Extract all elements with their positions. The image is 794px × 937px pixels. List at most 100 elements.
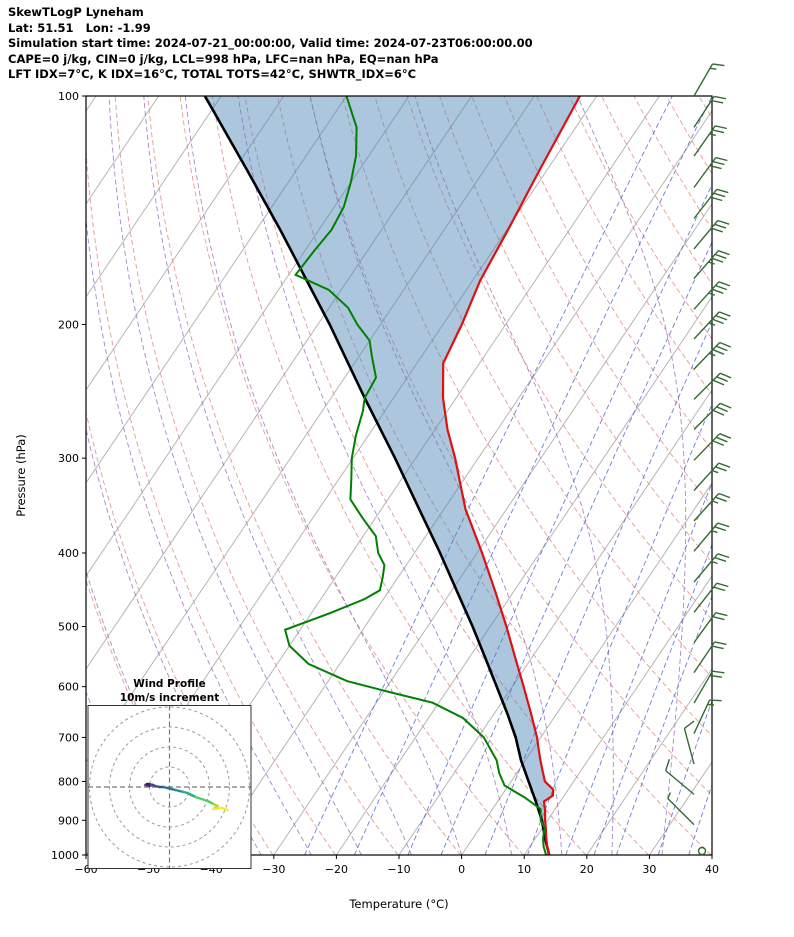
dry-adiabat-line	[666, 96, 712, 175]
parcel-trace	[203, 96, 551, 855]
wind-barb-icon	[665, 758, 695, 795]
barb-tick	[714, 526, 727, 532]
pressure-tick-label: 400	[58, 547, 79, 560]
barb-tick	[715, 284, 727, 291]
pressure-tick-label: 800	[58, 775, 79, 788]
header-latlon: Lat: 51.51 Lon: -1.99	[8, 20, 151, 35]
barb-tick	[683, 720, 695, 729]
calm-wind-icon	[697, 846, 707, 856]
barb-tick	[712, 129, 725, 134]
mixing-ratio-line	[526, 402, 712, 855]
wind-barb-icon	[693, 372, 732, 400]
barb-staff	[693, 250, 719, 280]
moist-adiabat-line	[108, 96, 362, 855]
barb-staff	[693, 612, 717, 644]
temperature-tick-label: 40	[705, 863, 719, 876]
isotherm-line	[711, 854, 712, 855]
barb-tick	[715, 496, 727, 502]
barb-staff	[693, 462, 720, 491]
barb-tick	[714, 641, 727, 646]
wind-barb-icon	[693, 188, 729, 219]
barb-tick	[711, 227, 724, 233]
barb-staff	[665, 770, 695, 795]
isotherm-line	[398, 389, 712, 855]
wind-barb-icon	[693, 641, 727, 673]
barb-tick	[711, 529, 718, 534]
dry-adiabat-line	[503, 96, 712, 451]
barb-staff	[693, 372, 721, 400]
barb-staff	[693, 699, 711, 734]
barb-staff	[693, 402, 721, 430]
barb-tick	[718, 492, 731, 499]
dry-adiabat-line	[147, 96, 462, 855]
hodograph-trace-segment	[220, 806, 229, 812]
isotherm-line	[335, 295, 712, 855]
pressure-tick-label: 500	[58, 621, 79, 634]
barb-tick	[712, 349, 725, 355]
dry-adiabat-line	[341, 96, 712, 737]
hodograph-title: Wind Profile	[133, 678, 205, 690]
barb-tick	[712, 160, 725, 166]
y-axis-label: Pressure (hPa)	[14, 434, 28, 517]
barb-tick	[719, 402, 732, 409]
isotherm-line	[86, 96, 347, 484]
mixing-ratio-line	[353, 96, 712, 855]
wind-barb-icon	[693, 402, 732, 430]
barb-tick	[715, 156, 728, 162]
barb-tick	[718, 311, 731, 317]
wind-barb-icon	[693, 125, 728, 157]
hodograph-ring	[89, 706, 250, 868]
wind-barb-icon	[693, 553, 730, 583]
wind-barb-icon	[693, 462, 731, 491]
mixing-ratio-line	[688, 783, 712, 855]
barb-staff	[693, 553, 719, 583]
header-times: Simulation start time: 2024-07-21_00:00:…	[8, 36, 533, 50]
pressure-tick-label: 100	[58, 90, 79, 103]
barb-tick	[719, 341, 732, 348]
barb-tick	[712, 670, 725, 674]
moist-adiabat-line	[577, 96, 687, 855]
barb-tick	[712, 409, 725, 416]
wind-barb-icon	[693, 699, 722, 734]
moist-adiabat-line	[143, 96, 412, 855]
barb-tick	[718, 281, 731, 287]
isotherm-line	[586, 668, 712, 855]
barb-tick	[712, 318, 724, 325]
barb-tick	[714, 223, 727, 229]
pressure-tick-label: 600	[58, 681, 79, 694]
profiles	[203, 96, 581, 855]
barb-staff	[683, 728, 695, 765]
background-grid	[86, 96, 712, 855]
isotherm-line	[523, 575, 712, 855]
temperature-trace	[441, 96, 581, 855]
barb-tick	[712, 616, 725, 621]
barb-tick	[711, 257, 724, 263]
barb-tick	[710, 196, 723, 202]
dry-adiabat-line	[698, 96, 712, 119]
pressure-tick-label: 300	[58, 452, 79, 465]
barb-tick	[715, 436, 728, 443]
barb-tick	[712, 379, 725, 386]
wind-barb-icon	[693, 492, 731, 522]
barb-tick	[714, 253, 727, 259]
dry-adiabat-line	[244, 96, 649, 855]
dry-adiabat-line	[86, 410, 274, 855]
barb-tick	[665, 758, 671, 771]
barb-tick	[715, 466, 727, 472]
barb-tick	[711, 645, 724, 650]
mixing-ratio-line	[407, 183, 712, 855]
barb-staff	[693, 670, 714, 704]
mixing-ratio-line	[304, 96, 673, 855]
barb-tick	[711, 560, 718, 565]
isotherm-line	[86, 96, 285, 391]
header-indices-1: CAPE=0 j/kg, CIN=0 j/kg, LCL=998 hPa, LF…	[8, 51, 439, 66]
barb-tick	[719, 433, 732, 439]
hodograph-frame	[87, 705, 252, 869]
barb-tick	[709, 165, 722, 170]
barb-tick	[709, 67, 717, 70]
barb-tick	[713, 586, 726, 592]
barb-staff	[693, 582, 718, 613]
dewpoint-trace	[283, 96, 548, 855]
isotherm-line	[210, 109, 712, 855]
temperature-tick-label: −20	[325, 863, 348, 876]
